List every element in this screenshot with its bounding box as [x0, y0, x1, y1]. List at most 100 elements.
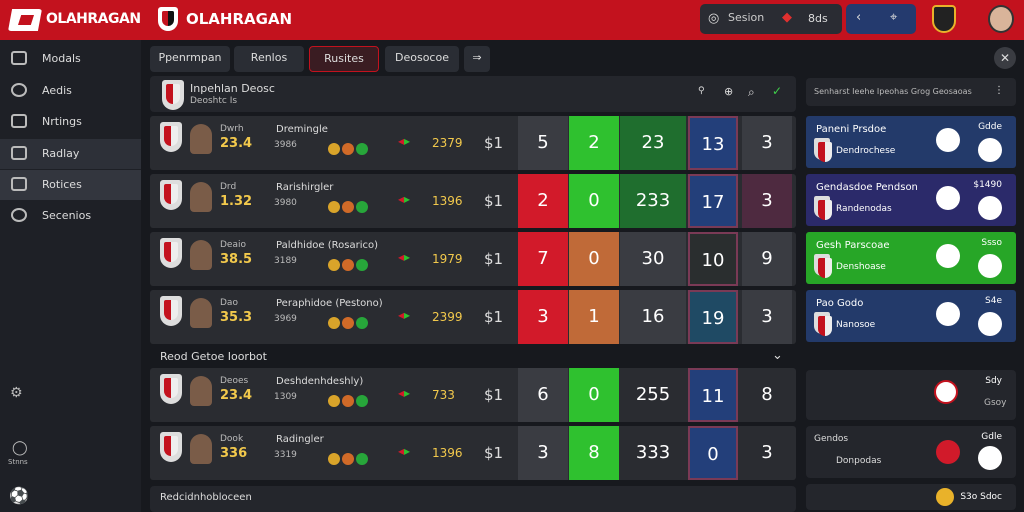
sidebar-item-aedis[interactable]: Aedis [0, 76, 141, 106]
right-item-3[interactable]: S3o Sdoc [806, 484, 1016, 510]
side-match-card[interactable]: Gendasdoe Pendson Randenodas $1490 [806, 174, 1016, 226]
score-cell[interactable]: 30 [620, 232, 686, 286]
sidebar-item-rotices[interactable]: Rotices [0, 170, 141, 200]
score-cell[interactable]: 2 [518, 174, 568, 228]
odds-value: 1.32 [220, 194, 253, 209]
score-cell[interactable]: 23 [620, 116, 686, 170]
table-row[interactable]: Dao 35.3 Peraphidoe (Pestono) 3969 ◂▸ 2399 $1 3… [150, 290, 796, 344]
zoom-icon[interactable]: ⊕ [724, 85, 734, 98]
settings-gear-icon[interactable]: ⚙ [10, 385, 23, 401]
score-cell[interactable]: 6 [518, 368, 568, 422]
score-cell[interactable]: 7 [518, 232, 568, 286]
logo-icon[interactable] [8, 9, 42, 31]
score-cell[interactable]: 3 [742, 116, 792, 170]
score-cell[interactable]: 2 [569, 116, 619, 170]
side-match-card[interactable]: Pao Godo Nanosoe S4e [806, 290, 1016, 342]
check-icon[interactable]: ✓ [772, 84, 783, 98]
chart-icon [11, 177, 27, 191]
sidebar-item-label: Secenios [42, 209, 92, 222]
right-item-2[interactable]: Gendos Donpodas Gdle [806, 426, 1016, 478]
right-panel-title: Senharst Ieehe Ipeohas Grog Geosaoas [814, 87, 972, 96]
score-cell[interactable]: 10 [688, 232, 738, 286]
table-row[interactable]: Dwrh 23.4 Dremingle 3986 ◂▸ 2379 $1 5 2 23 13 3 [150, 116, 796, 170]
odds-value: 336 [220, 446, 248, 461]
close-icon[interactable]: ✕ [994, 47, 1016, 69]
record-icon [934, 380, 958, 404]
score-cell[interactable]: 5 [518, 116, 568, 170]
sidebar-item-radlay[interactable]: Radlay [0, 139, 141, 169]
trend-icon: ◂▸ [398, 250, 411, 264]
price-value: 1979 [432, 252, 463, 266]
table-row[interactable]: Drd 1.32 Rarishirgler 3980 ◂▸ 1396 $1 2 0 233 17 3 [150, 174, 796, 228]
right-item-1[interactable]: Sdy Gsoy [806, 370, 1016, 420]
form-dot [328, 395, 340, 407]
side-match-card[interactable]: Gesh Parscoae Denshoase Ssso [806, 232, 1016, 284]
score-cell[interactable]: 1 [569, 290, 619, 344]
score-cell[interactable]: 17 [688, 174, 738, 228]
menu-icon[interactable]: ⋮ [994, 85, 1004, 96]
status-icon[interactable]: ◯ [12, 440, 28, 456]
form-dot [356, 453, 368, 465]
line-value: $1 [484, 308, 504, 326]
settings-icon [11, 114, 27, 128]
search-icon[interactable]: ⌕ [748, 85, 755, 99]
score-cell[interactable]: 233 [620, 174, 686, 228]
price-value: 2379 [432, 136, 463, 150]
score-cell[interactable]: 8 [742, 368, 792, 422]
trend-icon: ◂▸ [398, 386, 411, 400]
home-crest [160, 432, 182, 462]
score-cell[interactable]: 3 [742, 174, 792, 228]
location-icon[interactable]: ⌖ [890, 10, 898, 25]
team-avatar[interactable] [932, 5, 956, 33]
sidebar-item-secenios[interactable]: Secenios [0, 201, 141, 231]
sidebar-item-modals[interactable]: Modals [0, 44, 141, 74]
score-cell[interactable]: 16 [620, 290, 686, 344]
tab-renlos[interactable]: Renlos [234, 46, 304, 72]
table-row[interactable]: Deaio 38.5 Paldhidoe (Rosarico) 3189 ◂▸ 1979 $… [150, 232, 796, 286]
right-item-2-title: Gendos [814, 434, 849, 444]
filter-icon[interactable]: ⚲ [698, 86, 705, 96]
form-dot [342, 317, 354, 329]
score-cell[interactable]: 13 [688, 116, 738, 170]
score-cell[interactable]: 255 [620, 368, 686, 422]
tab-deosocoe[interactable]: Deosocoe [385, 46, 459, 72]
panel-title: Inpehlan Deosc [190, 82, 275, 95]
tab-rusites[interactable]: Rusites [309, 46, 379, 72]
score-cell[interactable]: 3 [518, 426, 568, 480]
chevron-down-icon[interactable]: ⌄ [772, 348, 783, 363]
tab-more-icon[interactable]: ⇒ [464, 46, 490, 72]
score-cell[interactable]: 3 [742, 290, 792, 344]
back-icon[interactable]: ‹ [856, 10, 862, 25]
score-cell[interactable]: 3 [518, 290, 568, 344]
score-cell[interactable]: 333 [620, 426, 686, 480]
table-row[interactable]: Deoes 23.4 Deshdenhdeshly) 1309 ◂▸ 733 $1 6 0 255… [150, 368, 796, 422]
user-avatar[interactable] [988, 5, 1014, 33]
team-logo-icon [978, 312, 1002, 336]
tab-ppenrmpan[interactable]: Ppenrmpan [150, 46, 230, 72]
player-avatar [190, 240, 212, 270]
score-cell[interactable]: 11 [688, 368, 738, 422]
score-cell[interactable]: 0 [688, 426, 738, 480]
score-cell[interactable]: 19 [688, 290, 738, 344]
team-logo-icon [936, 302, 960, 326]
score-cell[interactable]: 8 [569, 426, 619, 480]
table-row[interactable]: Dook 336 Radingler 3319 ◂▸ 1396 $1 3 8 333 0 3 [150, 426, 796, 480]
form-dots [328, 314, 370, 333]
score-cell[interactable]: 3 [742, 426, 792, 480]
alert-icon[interactable]: ◆ [782, 10, 792, 25]
card-crest [814, 138, 832, 162]
team-logo-icon [936, 186, 960, 210]
session-label[interactable]: Sesion [728, 11, 765, 24]
score-cell[interactable]: 0 [569, 232, 619, 286]
form-dot [356, 201, 368, 213]
sidebar-item-nrtings[interactable]: Nrtings [0, 107, 141, 137]
session-icon[interactable]: ◎ [708, 11, 720, 26]
score-cell[interactable]: 9 [742, 232, 792, 286]
score-cell[interactable]: 0 [569, 174, 619, 228]
scenario-icon [11, 208, 27, 222]
score-cell[interactable]: 0 [569, 368, 619, 422]
price-value: 733 [432, 388, 455, 402]
side-match-card[interactable]: Paneni Prsdoe Dendrochese Gdde [806, 116, 1016, 168]
ball-icon[interactable]: ⚽ [9, 486, 29, 505]
home-crest [160, 296, 182, 326]
